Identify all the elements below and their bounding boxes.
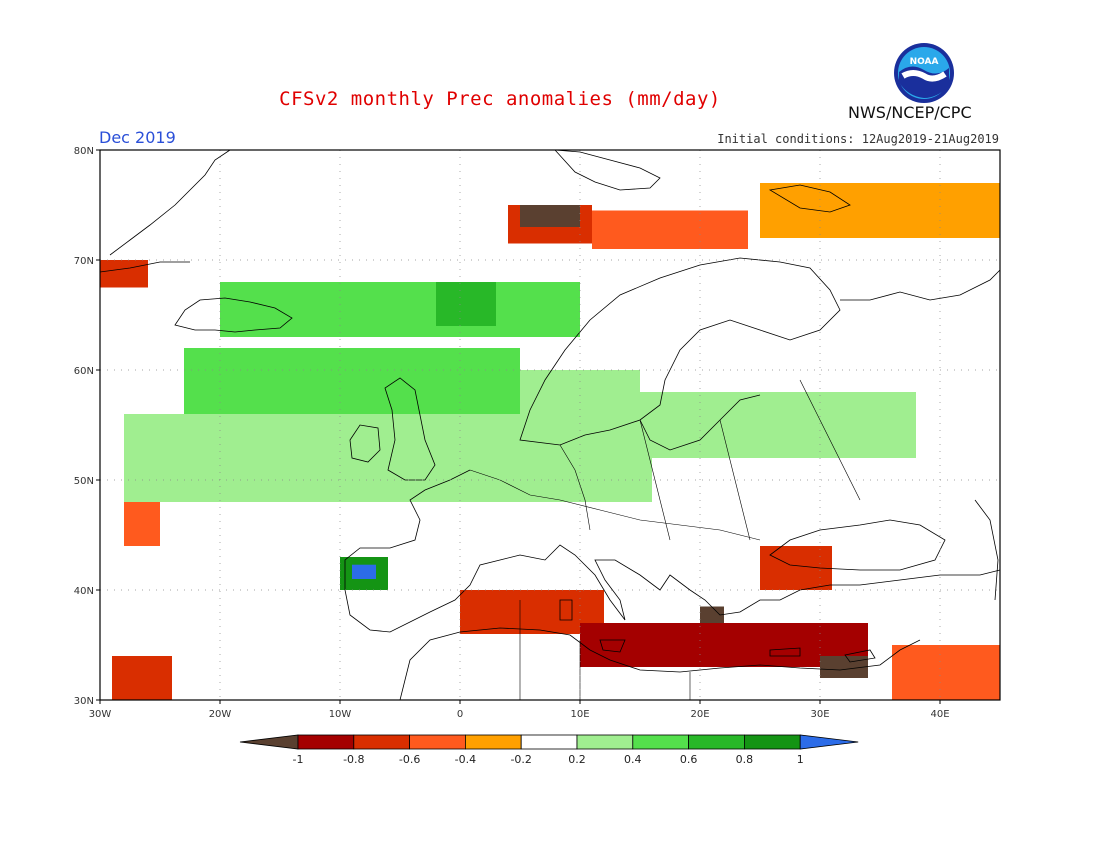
colorbar-label: 0.2 [568,753,586,766]
lon-tick-label: 20W [209,709,232,720]
colorbar-segment [576,734,634,750]
anomaly-fields [100,183,1000,700]
anomaly-region [892,645,1000,700]
anomaly-region [520,370,640,425]
lon-tick-label: 10E [570,709,589,720]
colorbar-segment [353,734,410,750]
lon-tick-label: 0 [457,709,463,720]
colorbar-label: -0.2 [510,753,531,766]
colorbar-high-arrow [799,734,859,750]
agency-label: NWS/NCEP/CPC [848,103,972,122]
anomaly-region [184,348,520,414]
anomaly-region [352,564,376,579]
lat-tick-label: 70N [74,256,94,267]
colorbar-segment [464,734,522,750]
colorbar-label: -0.6 [399,753,420,766]
anomaly-region [100,260,148,288]
lon-tick-label: 40E [930,709,949,720]
anomaly-region [820,656,868,678]
colorbar-label: 0.8 [736,753,754,766]
axis-ticks: 30N 40N 50N 60N 70N 80N 30W 20W 10W 0 10E 20E 30E 40E [74,146,950,720]
colorbar-label: 1 [797,753,804,766]
lat-tick-label: 40N [74,586,94,597]
initial-conditions: Initial conditions: 12Aug2019-21Aug2019 [717,132,999,146]
colorbar-label: 0.4 [624,753,642,766]
colorbar-segment [632,734,689,750]
chart-title: CFSv2 monthly Prec anomalies (mm/day) [279,88,721,110]
anomaly-region [700,606,724,623]
map-frame [99,149,1001,701]
colorbar-label: -0.4 [455,753,476,766]
noaa-logo: NOAA [893,42,955,108]
colorbar-segment [520,734,578,750]
colorbar-segment [409,734,466,750]
lon-tick-label: 10W [329,709,352,720]
anomaly-region [124,414,652,502]
colorbar-label: 0.6 [680,753,698,766]
anomaly-region [520,205,580,227]
anomaly-region [640,392,916,458]
anomaly-region [760,183,1000,238]
lat-tick-label: 30N [74,696,94,707]
colorbar-segment [297,734,355,750]
anomaly-region [112,656,172,700]
lon-tick-label: 20E [690,709,709,720]
lat-tick-label: 50N [74,476,94,487]
colorbar-label: -0.8 [343,753,364,766]
anomaly-region [592,210,748,249]
lat-lon-grid [100,150,1000,700]
lon-tick-label: 30E [810,709,829,720]
colorbar-label: -1 [293,753,304,766]
lat-tick-label: 60N [74,366,94,377]
anomaly-region [124,502,160,546]
colorbar: -1 -0.8 -0.6 -0.4 -0.2 0.2 0.4 0.6 0.8 1 [239,734,859,766]
anomaly-region [436,282,496,326]
lon-tick-label: 30W [89,709,112,720]
forecast-month: Dec 2019 [99,128,176,147]
colorbar-low-arrow [239,734,299,750]
lat-tick-label: 80N [74,146,94,157]
logo-text: NOAA [910,57,939,67]
colorbar-segment [744,734,801,750]
colorbar-segment [688,734,745,750]
